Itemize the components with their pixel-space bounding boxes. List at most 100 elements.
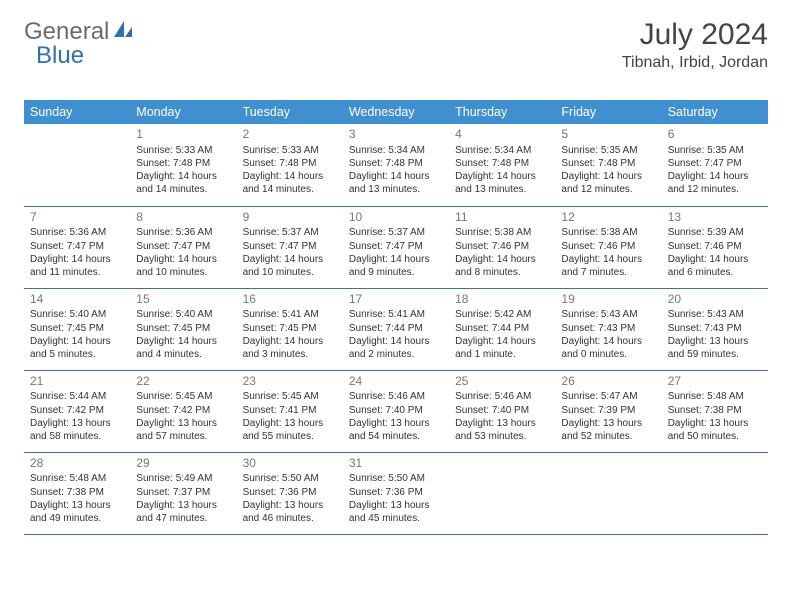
calendar-week-row: 14Sunrise: 5:40 AMSunset: 7:45 PMDayligh…	[24, 288, 768, 370]
calendar-day-cell: 15Sunrise: 5:40 AMSunset: 7:45 PMDayligh…	[130, 288, 236, 370]
sunset-line: Sunset: 7:47 PM	[30, 240, 124, 253]
calendar-day-cell: 29Sunrise: 5:49 AMSunset: 7:37 PMDayligh…	[130, 452, 236, 534]
sunrise-line: Sunrise: 5:36 AM	[136, 226, 230, 239]
calendar-week-row: 28Sunrise: 5:48 AMSunset: 7:38 PMDayligh…	[24, 452, 768, 534]
day-number: 17	[349, 292, 443, 308]
sunrise-line: Sunrise: 5:50 AM	[349, 472, 443, 485]
calendar-day-cell: 26Sunrise: 5:47 AMSunset: 7:39 PMDayligh…	[555, 370, 661, 452]
sunset-line: Sunset: 7:37 PM	[136, 486, 230, 499]
calendar-page: General July 2024 Tibnah, Irbid, Jordan …	[0, 0, 792, 612]
header: General July 2024 Tibnah, Irbid, Jordan	[24, 18, 768, 72]
sunrise-line: Sunrise: 5:34 AM	[349, 144, 443, 157]
weekday-header: Thursday	[449, 100, 555, 124]
day-number: 12	[561, 210, 655, 226]
day-number: 7	[30, 210, 124, 226]
calendar-day-cell: 10Sunrise: 5:37 AMSunset: 7:47 PMDayligh…	[343, 206, 449, 288]
daylight-line: Daylight: 14 hours and 12 minutes.	[561, 170, 655, 196]
day-number: 25	[455, 374, 549, 390]
calendar-day-cell: 16Sunrise: 5:41 AMSunset: 7:45 PMDayligh…	[237, 288, 343, 370]
sunrise-line: Sunrise: 5:35 AM	[668, 144, 762, 157]
sunset-line: Sunset: 7:42 PM	[30, 404, 124, 417]
sunrise-line: Sunrise: 5:50 AM	[243, 472, 337, 485]
sunset-line: Sunset: 7:47 PM	[349, 240, 443, 253]
daylight-line: Daylight: 14 hours and 5 minutes.	[30, 335, 124, 361]
day-number: 31	[349, 456, 443, 472]
weekday-header: Wednesday	[343, 100, 449, 124]
calendar-day-cell: 24Sunrise: 5:46 AMSunset: 7:40 PMDayligh…	[343, 370, 449, 452]
sunrise-line: Sunrise: 5:40 AM	[30, 308, 124, 321]
sunset-line: Sunset: 7:47 PM	[243, 240, 337, 253]
sunrise-line: Sunrise: 5:41 AM	[349, 308, 443, 321]
sunrise-line: Sunrise: 5:46 AM	[349, 390, 443, 403]
sunset-line: Sunset: 7:48 PM	[561, 157, 655, 170]
daylight-line: Daylight: 13 hours and 45 minutes.	[349, 499, 443, 525]
calendar-empty-cell	[662, 452, 768, 534]
day-number: 13	[668, 210, 762, 226]
sunrise-line: Sunrise: 5:39 AM	[668, 226, 762, 239]
daylight-line: Daylight: 14 hours and 14 minutes.	[136, 170, 230, 196]
calendar-empty-cell	[24, 124, 130, 206]
daylight-line: Daylight: 14 hours and 1 minute.	[455, 335, 549, 361]
sunrise-line: Sunrise: 5:45 AM	[243, 390, 337, 403]
day-number: 11	[455, 210, 549, 226]
weekday-header: Friday	[555, 100, 661, 124]
calendar-day-cell: 17Sunrise: 5:41 AMSunset: 7:44 PMDayligh…	[343, 288, 449, 370]
calendar-day-cell: 20Sunrise: 5:43 AMSunset: 7:43 PMDayligh…	[662, 288, 768, 370]
day-number: 18	[455, 292, 549, 308]
day-number: 9	[243, 210, 337, 226]
calendar-day-cell: 28Sunrise: 5:48 AMSunset: 7:38 PMDayligh…	[24, 452, 130, 534]
calendar-day-cell: 4Sunrise: 5:34 AMSunset: 7:48 PMDaylight…	[449, 124, 555, 206]
sunrise-line: Sunrise: 5:40 AM	[136, 308, 230, 321]
sunset-line: Sunset: 7:39 PM	[561, 404, 655, 417]
calendar-day-cell: 30Sunrise: 5:50 AMSunset: 7:36 PMDayligh…	[237, 452, 343, 534]
sail-icon	[112, 18, 134, 46]
day-number: 21	[30, 374, 124, 390]
daylight-line: Daylight: 14 hours and 0 minutes.	[561, 335, 655, 361]
sunrise-line: Sunrise: 5:41 AM	[243, 308, 337, 321]
sunset-line: Sunset: 7:43 PM	[668, 322, 762, 335]
sunrise-line: Sunrise: 5:49 AM	[136, 472, 230, 485]
title-block: July 2024 Tibnah, Irbid, Jordan	[622, 18, 768, 72]
sunset-line: Sunset: 7:38 PM	[30, 486, 124, 499]
sunset-line: Sunset: 7:40 PM	[349, 404, 443, 417]
calendar-body: 1Sunrise: 5:33 AMSunset: 7:48 PMDaylight…	[24, 124, 768, 534]
calendar-day-cell: 22Sunrise: 5:45 AMSunset: 7:42 PMDayligh…	[130, 370, 236, 452]
calendar-day-cell: 18Sunrise: 5:42 AMSunset: 7:44 PMDayligh…	[449, 288, 555, 370]
daylight-line: Daylight: 13 hours and 47 minutes.	[136, 499, 230, 525]
daylight-line: Daylight: 14 hours and 14 minutes.	[243, 170, 337, 196]
day-number: 27	[668, 374, 762, 390]
sunrise-line: Sunrise: 5:37 AM	[349, 226, 443, 239]
calendar-day-cell: 21Sunrise: 5:44 AMSunset: 7:42 PMDayligh…	[24, 370, 130, 452]
sunrise-line: Sunrise: 5:44 AM	[30, 390, 124, 403]
sunrise-line: Sunrise: 5:43 AM	[668, 308, 762, 321]
page-title: July 2024	[622, 18, 768, 52]
sunset-line: Sunset: 7:42 PM	[136, 404, 230, 417]
sunrise-line: Sunrise: 5:38 AM	[455, 226, 549, 239]
daylight-line: Daylight: 13 hours and 53 minutes.	[455, 417, 549, 443]
sunset-line: Sunset: 7:44 PM	[455, 322, 549, 335]
daylight-line: Daylight: 13 hours and 55 minutes.	[243, 417, 337, 443]
daylight-line: Daylight: 14 hours and 8 minutes.	[455, 253, 549, 279]
daylight-line: Daylight: 14 hours and 6 minutes.	[668, 253, 762, 279]
daylight-line: Daylight: 13 hours and 46 minutes.	[243, 499, 337, 525]
day-number: 26	[561, 374, 655, 390]
sunset-line: Sunset: 7:48 PM	[243, 157, 337, 170]
sunrise-line: Sunrise: 5:48 AM	[668, 390, 762, 403]
location-subtitle: Tibnah, Irbid, Jordan	[622, 54, 768, 72]
sunrise-line: Sunrise: 5:36 AM	[30, 226, 124, 239]
day-number: 4	[455, 127, 549, 143]
calendar-empty-cell	[449, 452, 555, 534]
calendar-day-cell: 14Sunrise: 5:40 AMSunset: 7:45 PMDayligh…	[24, 288, 130, 370]
daylight-line: Daylight: 13 hours and 50 minutes.	[668, 417, 762, 443]
sunset-line: Sunset: 7:43 PM	[561, 322, 655, 335]
daylight-line: Daylight: 14 hours and 7 minutes.	[561, 253, 655, 279]
day-number: 15	[136, 292, 230, 308]
day-number: 30	[243, 456, 337, 472]
weekday-header: Sunday	[24, 100, 130, 124]
sunset-line: Sunset: 7:47 PM	[136, 240, 230, 253]
calendar-day-cell: 2Sunrise: 5:33 AMSunset: 7:48 PMDaylight…	[237, 124, 343, 206]
daylight-line: Daylight: 13 hours and 57 minutes.	[136, 417, 230, 443]
sunset-line: Sunset: 7:48 PM	[455, 157, 549, 170]
daylight-line: Daylight: 14 hours and 10 minutes.	[136, 253, 230, 279]
day-number: 28	[30, 456, 124, 472]
